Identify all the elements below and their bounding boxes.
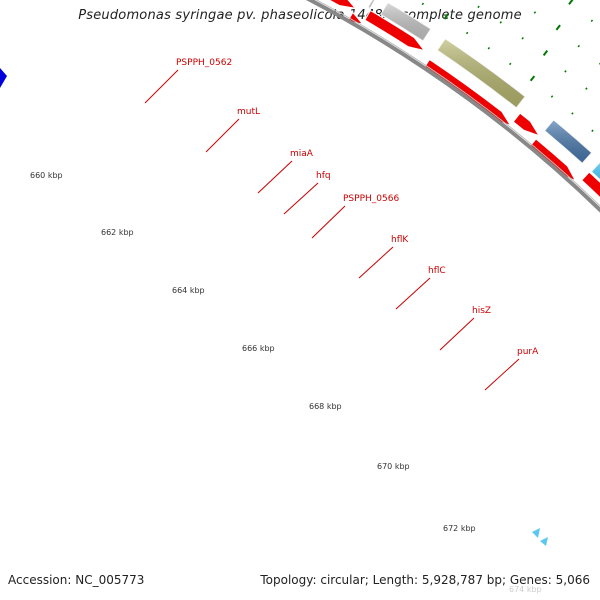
backbone-line — [305, 0, 600, 213]
scale-label: 662 kbp — [101, 228, 134, 237]
scale-tick — [521, 37, 524, 40]
scale-tick — [529, 75, 536, 82]
backbone-highlight — [315, 0, 600, 207]
cog-block-shade — [591, 162, 600, 180]
scale-tick — [571, 112, 574, 115]
scale-tick — [533, 11, 537, 14]
cog-track — [355, 0, 600, 181]
cog-block-shade — [368, 0, 375, 9]
scale-tick — [477, 5, 480, 9]
scale-tick — [487, 47, 491, 50]
extra-marks — [0, 68, 548, 546]
blue-feature — [0, 68, 7, 88]
cds-arrow — [512, 112, 540, 137]
callout-line — [144, 69, 179, 104]
scale-tick — [590, 19, 594, 23]
scale-tick — [577, 44, 580, 48]
scale-tick — [542, 50, 549, 57]
scale-tick — [443, 13, 449, 20]
gene-label: hfq — [316, 171, 331, 181]
callout-line — [358, 246, 394, 279]
scale-tick — [555, 24, 561, 31]
cog-block-shade — [544, 119, 592, 164]
scale-tick — [499, 21, 502, 24]
cog-block-shade — [437, 38, 525, 108]
small-feature — [540, 537, 548, 546]
callout-line — [311, 205, 346, 239]
scale-label: 664 kbp — [172, 286, 205, 295]
cds-arrow — [581, 171, 600, 199]
gene-label: miaA — [290, 149, 314, 159]
scale-label: 672 kbp — [443, 524, 476, 533]
scale-label: 660 kbp — [30, 171, 63, 180]
callout-line — [484, 358, 520, 391]
scale-tick — [564, 70, 567, 73]
scale-tick — [568, 0, 574, 5]
scale-label: 674 kbp — [509, 585, 542, 594]
gene-label: hisZ — [472, 306, 491, 316]
callout-line — [257, 160, 293, 194]
scale-label: 668 kbp — [309, 402, 342, 411]
scale-tick — [465, 31, 469, 35]
gene-label: PSPPH_0562 — [176, 58, 232, 68]
scale-ticks — [421, 0, 600, 133]
cds-arrow — [364, 9, 426, 52]
gene-label: PSPPH_0566 — [343, 194, 399, 204]
scale-labels: 660 kbp 662 kbp 664 kbp 666 kbp 668 kbp 670 k… — [30, 171, 542, 594]
cds-arrow — [328, 0, 357, 9]
scale-tick — [550, 95, 554, 98]
cds-track — [328, 0, 600, 199]
scale-tick — [585, 87, 588, 90]
gene-callouts: PSPPH_0562 mutL miaA hfq PSPPH_0566 hflK hflC h… — [144, 58, 539, 391]
scale-label: 666 kbp — [242, 344, 275, 353]
cog-block-shade — [380, 2, 431, 41]
scale-label: 670 kbp — [377, 462, 410, 471]
cog-block-shade — [356, 0, 359, 1]
small-feature — [532, 528, 540, 538]
callout-line — [395, 277, 431, 310]
scale-tick — [591, 129, 594, 133]
gene-label: hflC — [428, 266, 446, 276]
backbone — [305, 0, 600, 213]
accession-text: Accession: NC_005773 — [8, 573, 145, 587]
callout-line — [439, 317, 475, 351]
gene-label: mutL — [237, 107, 260, 117]
gene-label: purA — [517, 347, 539, 357]
callout-line — [283, 182, 319, 215]
callout-line — [205, 118, 240, 153]
scale-tick — [421, 2, 425, 6]
gene-label: hflK — [391, 235, 409, 245]
scale-tick — [509, 62, 512, 66]
genome-summary-text: Topology: circular; Length: 5,928,787 bp… — [260, 573, 590, 587]
